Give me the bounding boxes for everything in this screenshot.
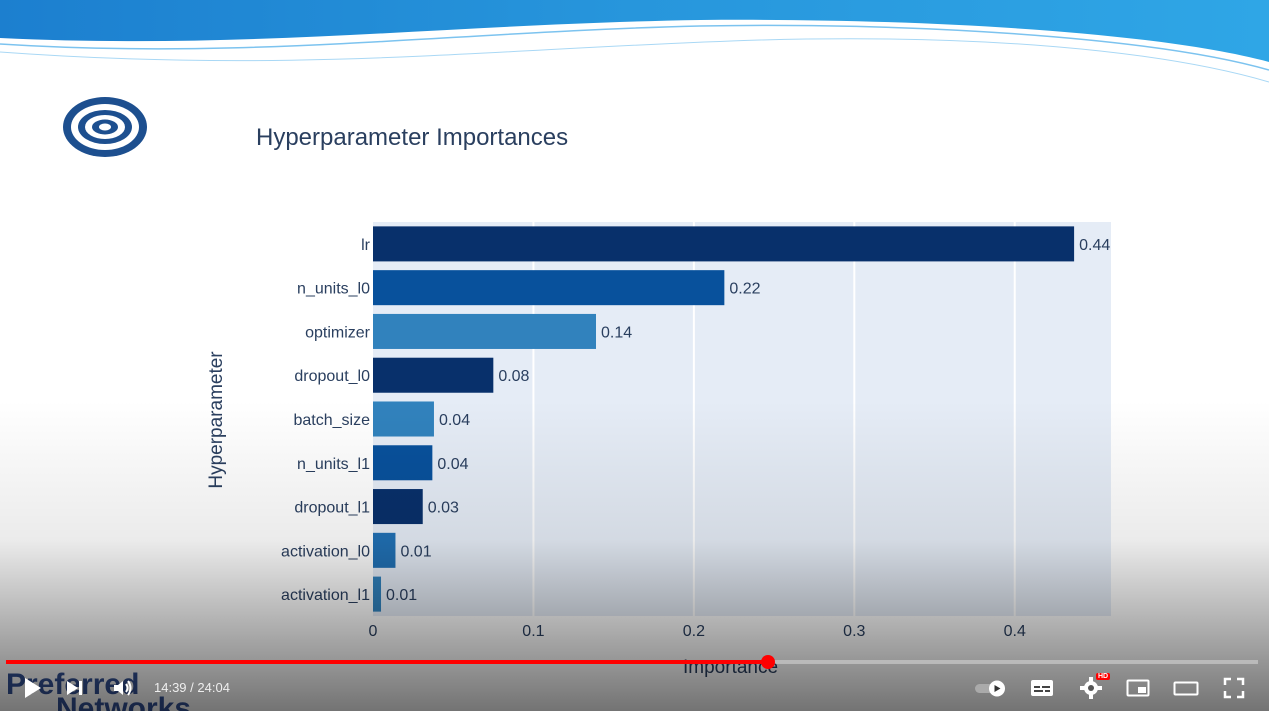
y-tick-label: n_units_l1 bbox=[297, 456, 370, 473]
y-tick-label: lr bbox=[361, 237, 371, 254]
settings-button[interactable]: HD bbox=[1076, 673, 1111, 701]
next-button[interactable] bbox=[60, 675, 88, 701]
bar-value-label: 0.01 bbox=[386, 587, 417, 604]
x-tick-label: 0 bbox=[369, 623, 378, 640]
play-icon bbox=[25, 678, 41, 698]
x-tick-label: 0.3 bbox=[843, 623, 865, 640]
autoplay-toggle[interactable] bbox=[972, 675, 1010, 701]
bar bbox=[373, 357, 494, 393]
miniplayer-icon bbox=[1126, 679, 1150, 697]
bar bbox=[373, 270, 725, 306]
y-tick-label: dropout_l1 bbox=[294, 500, 370, 517]
x-tick-label: 0.4 bbox=[1004, 623, 1026, 640]
miniplayer-prev-button[interactable] bbox=[12, 675, 52, 701]
y-tick-label: batch_size bbox=[294, 412, 371, 429]
bar-value-label: 0.04 bbox=[439, 412, 470, 429]
autoplay-toggle-icon bbox=[975, 680, 1005, 697]
progress-bar[interactable] bbox=[6, 655, 1258, 669]
bar-value-label: 0.44 bbox=[1079, 237, 1110, 254]
bar bbox=[373, 532, 396, 568]
subtitles-button[interactable] bbox=[1028, 675, 1056, 701]
bar bbox=[373, 226, 1075, 262]
time-display: 14:39 / 24:04 bbox=[154, 680, 230, 695]
bar bbox=[373, 489, 423, 525]
current-time: 14:39 bbox=[154, 680, 187, 695]
x-tick-label: 0.1 bbox=[522, 623, 544, 640]
progress-played bbox=[6, 660, 769, 664]
bar bbox=[373, 445, 433, 481]
volume-button[interactable] bbox=[108, 675, 138, 701]
y-axis-label: Hyperparameter bbox=[206, 351, 227, 489]
header-wave-decoration bbox=[0, 0, 1269, 83]
chart-title: Hyperparameter Importances bbox=[256, 124, 569, 151]
volume-icon bbox=[114, 680, 132, 696]
bar-value-label: 0.01 bbox=[400, 543, 431, 560]
duration: 24:04 bbox=[197, 680, 230, 695]
target-logo-icon bbox=[63, 97, 147, 157]
bar-value-label: 0.03 bbox=[428, 500, 459, 517]
scrubber-handle[interactable] bbox=[761, 655, 776, 669]
hd-badge: HD bbox=[1096, 673, 1111, 680]
theater-mode-button[interactable] bbox=[1172, 675, 1200, 701]
bar-value-label: 0.14 bbox=[601, 324, 632, 341]
time-separator: / bbox=[186, 680, 198, 695]
skip-next-icon bbox=[67, 681, 82, 695]
y-tick-label: n_units_l0 bbox=[297, 281, 370, 298]
bar bbox=[373, 401, 434, 437]
bar bbox=[373, 313, 597, 349]
bar-value-label: 0.04 bbox=[437, 456, 468, 473]
y-tick-label: activation_l0 bbox=[281, 543, 370, 560]
y-tick-label: optimizer bbox=[305, 324, 371, 341]
subtitles-icon bbox=[1031, 680, 1053, 696]
theater-mode-icon bbox=[1173, 681, 1199, 696]
fullscreen-icon bbox=[1223, 677, 1245, 699]
bar-value-label: 0.08 bbox=[498, 368, 529, 385]
gear-icon bbox=[1080, 677, 1102, 699]
bar bbox=[373, 576, 382, 612]
fullscreen-button[interactable] bbox=[1220, 675, 1248, 701]
x-tick-label: 0.2 bbox=[683, 623, 705, 640]
y-tick-label: dropout_l0 bbox=[294, 368, 370, 385]
miniplayer-button[interactable] bbox=[1124, 675, 1152, 701]
bar-value-label: 0.22 bbox=[729, 281, 760, 298]
y-tick-label: activation_l1 bbox=[281, 587, 370, 604]
